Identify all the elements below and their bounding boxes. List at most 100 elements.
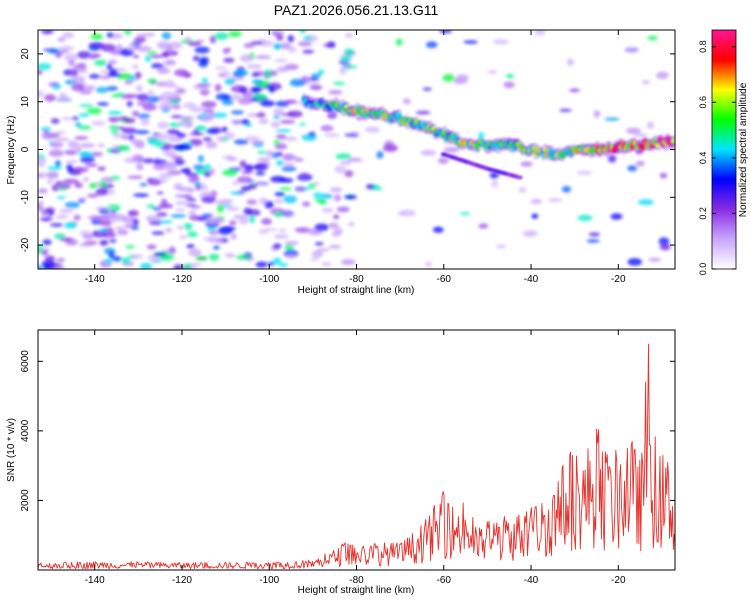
- spectrogram-noise-blob: [531, 213, 539, 220]
- spectrogram-noise-blob: [77, 125, 92, 130]
- spectrogram-noise-blob: [328, 90, 343, 95]
- spectrogram-noise-blob: [422, 87, 432, 91]
- spectrogram-noise-blob: [136, 84, 143, 92]
- spectrogram-noise-blob: [162, 150, 172, 156]
- spectrogram-noise-blob: [213, 245, 220, 250]
- spectrogram-noise-blob: [365, 183, 375, 190]
- spectrogram-noise-blob: [201, 101, 217, 108]
- spectrogram-noise-blob: [146, 51, 157, 55]
- spectrogram-noise-blob: [76, 51, 92, 59]
- spectrogram-noise-blob: [235, 254, 251, 260]
- spectrogram-noise-blob: [90, 33, 103, 40]
- spectrogram-noise-blob: [240, 186, 252, 192]
- spectrogram-noise-blob: [220, 226, 236, 232]
- spectrogram-noise-blob: [93, 59, 107, 66]
- spectrogram-noise-blob: [329, 187, 343, 193]
- spectrogram-noise-blob: [273, 243, 282, 249]
- spectrogram-noise-blob: [233, 139, 249, 145]
- spectrogram-noise-blob: [189, 132, 205, 136]
- spectrogram-noise-blob: [79, 143, 95, 148]
- spectrogram-noise-blob: [105, 213, 117, 218]
- spectrogram-noise-blob: [47, 48, 61, 54]
- spectrogram-noise-blob: [158, 103, 174, 110]
- spectrogram-noise-blob: [222, 48, 230, 55]
- spectrogram-noise-blob: [248, 215, 256, 224]
- spectrogram-noise-blob: [170, 99, 180, 105]
- spectrogram-noise-blob: [91, 120, 106, 126]
- spectrogram-noise-blob: [252, 143, 264, 148]
- spectrogram-noise-blob: [317, 69, 325, 75]
- spectrogram-noise-blob: [64, 149, 78, 156]
- spectrogram-noise-blob: [283, 254, 298, 258]
- spectrogram-noise-blob: [286, 110, 303, 118]
- spectrogram-noise-blob: [439, 30, 453, 34]
- colorbar-tick-label: 0.8: [698, 40, 708, 53]
- spectrogram-noise-blob: [425, 261, 432, 267]
- spectrogram-noise-blob: [178, 235, 189, 239]
- spectrogram-noise-blob: [136, 93, 150, 102]
- spectrogram-noise-blob: [258, 40, 275, 47]
- spectrogram-noise-blob: [64, 201, 80, 209]
- spectrogram-noise-blob: [82, 234, 94, 240]
- spectrogram-noise-blob: [310, 257, 319, 262]
- spectrogram-noise-blob: [256, 150, 269, 154]
- spectrogram-noise-blob: [106, 32, 114, 38]
- spectrogram-noise-blob: [79, 156, 95, 163]
- spectrogram-noise-blob: [212, 112, 228, 118]
- spectrogram-noise-blob: [333, 214, 340, 220]
- spectrogram-noise-blob: [233, 214, 249, 220]
- spectrogram-noise-blob: [333, 194, 342, 202]
- spectrogram-noise-blob: [38, 188, 48, 194]
- spectrogram-noise-blob: [463, 40, 478, 44]
- spectrogram-noise-blob: [453, 77, 467, 85]
- spectrogram-noise-blob: [132, 218, 139, 226]
- colorbar-tick-label: 0.4: [698, 152, 708, 165]
- spectrogram-noise-blob: [165, 227, 173, 233]
- spectrogram-noise-blob: [659, 243, 671, 251]
- colorbar-ticks: 0.0 0.2 0.4 0.6 0.8: [698, 40, 736, 275]
- spectrogram-noise-blob: [420, 149, 437, 156]
- spectrogram-noise-blob: [230, 233, 237, 240]
- spectrogram-noise-blob: [260, 100, 275, 107]
- spectrogram-noise-blob: [250, 41, 263, 45]
- spectrogram-noise-blob: [134, 36, 147, 43]
- spectrogram-noise-blob: [88, 74, 101, 79]
- spectrogram-noise-blob: [91, 151, 104, 157]
- spectrogram-noise-blob: [656, 71, 669, 80]
- spectrogram-noise-blob: [320, 124, 334, 132]
- spectrogram-noise-blob: [217, 73, 226, 78]
- colorbar-tick-label: 0.0: [698, 263, 708, 276]
- spectrogram-noise-blob: [309, 84, 323, 90]
- spectrogram-noise-blob: [224, 253, 236, 258]
- spectrogram-noise-blob: [278, 262, 289, 268]
- spectrogram-noise-blob: [280, 119, 296, 124]
- spectrogram-noise-blob: [503, 81, 515, 89]
- spectrogram-noise-blob: [308, 77, 320, 82]
- spectrogram-noise-blob: [168, 246, 176, 254]
- spectrogram-noise-blob: [185, 198, 197, 202]
- snr-y-tick-label: 6000: [20, 350, 31, 373]
- spectrogram-noise-blob: [75, 146, 82, 152]
- spectrogram-ridge-cell: [671, 138, 675, 144]
- spectrogram-noise-blob: [273, 257, 282, 265]
- spectrogram-noise-blob: [344, 194, 357, 200]
- spectrogram-noise-blob: [58, 45, 74, 52]
- spectrogram-noise-blob: [54, 137, 70, 142]
- spectrogram-noise-blob: [203, 137, 212, 142]
- spectrogram-noise-blob: [530, 198, 542, 205]
- spectrogram-noise-blob: [246, 63, 263, 70]
- spectrogram-noise-blob: [180, 168, 192, 174]
- spectrogram-noise-blob: [344, 133, 359, 137]
- spectrogram-noise-blob: [344, 170, 354, 178]
- spectrogram-noise-blob: [128, 209, 140, 217]
- spectrogram-noise-blob: [192, 55, 200, 62]
- spectrogram-noise-blob: [175, 208, 186, 212]
- spectrogram-noise-blob: [321, 261, 332, 267]
- spectrogram-noise-blob: [99, 240, 108, 247]
- spectrogram-noise-blob: [187, 187, 194, 194]
- spectrogram-noise-blob: [101, 207, 114, 211]
- spectrogram-noise-blob: [328, 245, 342, 249]
- spectrogram-noise-blob: [108, 125, 119, 130]
- spectrogram-noise-blob: [302, 201, 311, 207]
